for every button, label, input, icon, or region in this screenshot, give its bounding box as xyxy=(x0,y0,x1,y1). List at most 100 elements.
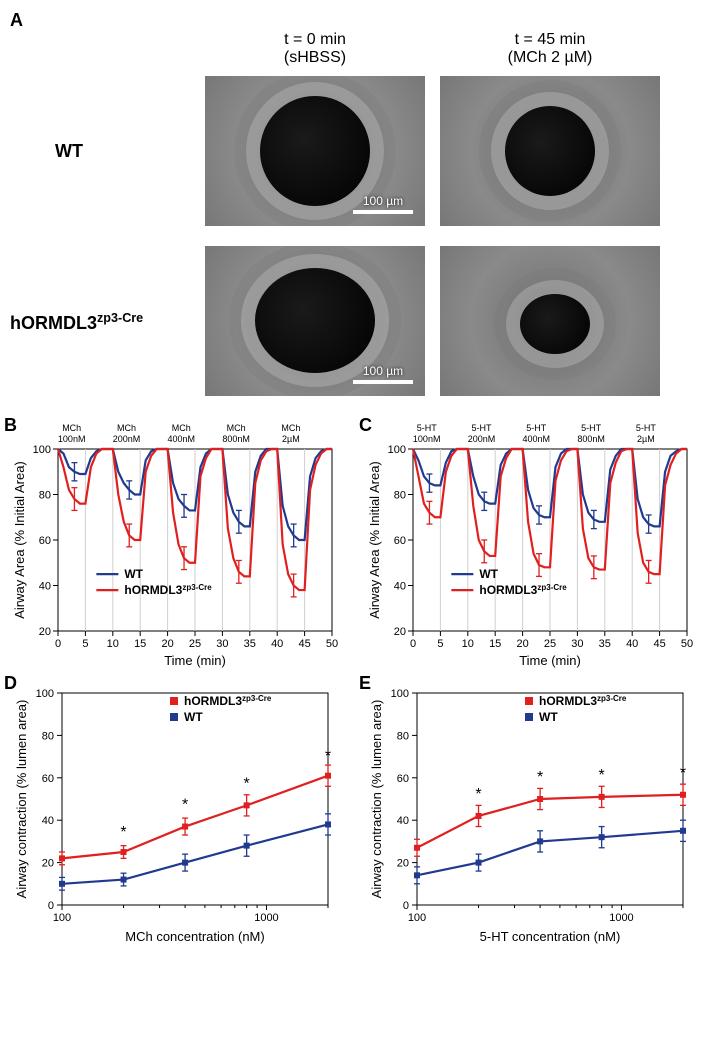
svg-text:800nM: 800nM xyxy=(222,434,250,444)
svg-text:WT: WT xyxy=(184,710,203,724)
figure-root: A t = 0 min (sHBSS) t = 45 min (MCh 2 µM… xyxy=(10,10,705,947)
svg-text:20: 20 xyxy=(516,638,528,650)
svg-text:WT: WT xyxy=(539,710,558,724)
svg-text:MCh: MCh xyxy=(227,423,246,433)
svg-text:*: * xyxy=(244,775,250,792)
svg-text:50: 50 xyxy=(681,638,693,650)
svg-text:60: 60 xyxy=(397,773,409,785)
panel-c-wrap: C 2040608010005101520253035404550Time (m… xyxy=(365,419,695,669)
svg-text:100: 100 xyxy=(33,444,51,456)
svg-text:2µM: 2µM xyxy=(282,434,300,444)
svg-text:100: 100 xyxy=(391,688,409,700)
panel-b-label: B xyxy=(4,415,17,436)
svg-text:20: 20 xyxy=(42,858,54,870)
svg-text:40: 40 xyxy=(394,581,406,593)
svg-text:35: 35 xyxy=(244,638,256,650)
svg-text:400nM: 400nM xyxy=(523,434,551,444)
svg-text:5-HT: 5-HT xyxy=(472,423,493,433)
svg-text:400nM: 400nM xyxy=(168,434,196,444)
svg-text:Time (min): Time (min) xyxy=(164,653,226,668)
svg-text:80: 80 xyxy=(39,490,51,502)
chart-b: 20 40 60 80 100 0 5 10 15 20 25 30 35 40 45 50 Time (min… xyxy=(10,419,340,669)
svg-text:*: * xyxy=(537,769,543,786)
svg-text:100: 100 xyxy=(53,912,71,924)
svg-text:5-HT: 5-HT xyxy=(417,423,438,433)
micro-tg-t0: 100 µm xyxy=(205,246,425,396)
row-label-tg: hORMDL3zp3-Cre xyxy=(10,311,143,334)
svg-text:60: 60 xyxy=(394,535,406,547)
svg-text:60: 60 xyxy=(39,535,51,547)
svg-text:Airway contraction (% lumen ar: Airway contraction (% lumen area) xyxy=(369,700,384,899)
svg-text:WT: WT xyxy=(479,567,498,581)
svg-text:5-HT concentration (nM): 5-HT concentration (nM) xyxy=(480,929,621,944)
svg-text:0: 0 xyxy=(55,638,61,650)
scalebar: 100 µm xyxy=(353,194,413,214)
svg-text:100nM: 100nM xyxy=(413,434,441,444)
panel-d-wrap: D 0204060801001001000MCh concentration (… xyxy=(10,677,340,947)
svg-text:200nM: 200nM xyxy=(468,434,496,444)
svg-text:*: * xyxy=(680,765,686,782)
svg-text:*: * xyxy=(599,767,605,784)
svg-text:25: 25 xyxy=(189,638,201,650)
svg-text:20: 20 xyxy=(397,858,409,870)
svg-text:5-HT: 5-HT xyxy=(636,423,657,433)
svg-text:0: 0 xyxy=(403,900,409,912)
svg-text:80: 80 xyxy=(397,730,409,742)
svg-text:25: 25 xyxy=(544,638,556,650)
svg-text:Time (min): Time (min) xyxy=(519,653,581,668)
row-label-wt: WT xyxy=(55,141,83,162)
svg-text:2µM: 2µM xyxy=(637,434,655,444)
micro-wt-t45 xyxy=(440,76,660,226)
svg-text:20: 20 xyxy=(39,626,51,638)
chart-d: 0204060801001001000MCh concentration (nM… xyxy=(10,677,340,947)
micro-wt-t0: 100 µm xyxy=(205,76,425,226)
svg-text:100nM: 100nM xyxy=(58,434,86,444)
svg-text:*: * xyxy=(475,786,481,803)
svg-text:200nM: 200nM xyxy=(113,434,141,444)
svg-text:30: 30 xyxy=(216,638,228,650)
svg-text:80: 80 xyxy=(42,730,54,742)
svg-text:100: 100 xyxy=(408,912,426,924)
svg-text:1000: 1000 xyxy=(609,912,633,924)
svg-text:*: * xyxy=(120,824,126,841)
svg-text:40: 40 xyxy=(397,815,409,827)
svg-text:MCh: MCh xyxy=(62,423,81,433)
svg-text:WT: WT xyxy=(124,567,143,581)
svg-text:20: 20 xyxy=(394,626,406,638)
svg-text:MCh: MCh xyxy=(281,423,300,433)
svg-text:30: 30 xyxy=(571,638,583,650)
svg-text:45: 45 xyxy=(298,638,310,650)
scalebar: 100 µm xyxy=(353,364,413,384)
svg-text:5-HT: 5-HT xyxy=(581,423,602,433)
panel-c-label: C xyxy=(359,415,372,436)
svg-text:100: 100 xyxy=(36,688,54,700)
svg-text:35: 35 xyxy=(599,638,611,650)
svg-text:100: 100 xyxy=(388,444,406,456)
svg-text:50: 50 xyxy=(326,638,338,650)
svg-text:0: 0 xyxy=(48,900,54,912)
svg-text:*: * xyxy=(182,797,188,814)
panel-a-label: A xyxy=(10,10,705,31)
svg-text:80: 80 xyxy=(394,490,406,502)
svg-text:5: 5 xyxy=(82,638,88,650)
panel-a-grid: t = 0 min (sHBSS) t = 45 min (MCh 2 µM) … xyxy=(10,31,705,411)
svg-text:5: 5 xyxy=(437,638,443,650)
svg-text:MCh: MCh xyxy=(172,423,191,433)
svg-text:40: 40 xyxy=(626,638,638,650)
panel-b-wrap: B 2040608010005101520253035404550Time (m… xyxy=(10,419,340,669)
col-header-t0: t = 0 min (sHBSS) xyxy=(205,31,425,67)
svg-text:40: 40 xyxy=(39,581,51,593)
chart-c: 2040608010005101520253035404550Time (min… xyxy=(365,419,695,669)
svg-text:40: 40 xyxy=(42,815,54,827)
col-header-t45: t = 45 min (MCh 2 µM) xyxy=(440,31,660,67)
svg-text:40: 40 xyxy=(271,638,283,650)
svg-text:10: 10 xyxy=(107,638,119,650)
svg-text:15: 15 xyxy=(134,638,146,650)
micro-tg-t45 xyxy=(440,246,660,396)
svg-text:0: 0 xyxy=(410,638,416,650)
svg-text:1000: 1000 xyxy=(254,912,278,924)
svg-text:20: 20 xyxy=(161,638,173,650)
svg-text:Airway contraction (% lumen ar: Airway contraction (% lumen area) xyxy=(14,700,29,899)
svg-text:5-HT: 5-HT xyxy=(526,423,547,433)
panel-d-label: D xyxy=(4,673,17,694)
